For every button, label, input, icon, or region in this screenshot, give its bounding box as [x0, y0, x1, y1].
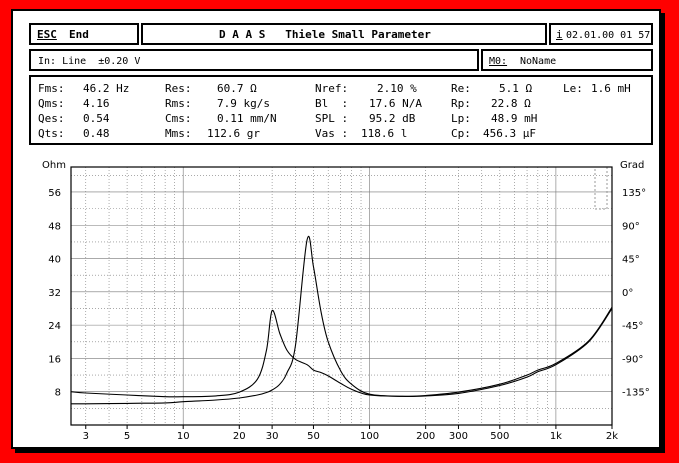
x-tick-labels: 3 5 10 20 30 50 100 200 300 500 1k 2k — [83, 425, 618, 442]
param-value: 0.48 — [83, 127, 110, 140]
datetime: 02.01.00 01 57 — [566, 30, 651, 41]
param-label: Mms: — [165, 127, 192, 140]
y-right-tick-label: 0° — [622, 288, 633, 299]
y-right-tick-label: -135° — [622, 388, 650, 399]
param-label: Qts: — [38, 127, 65, 140]
right-axis-label: Grad — [620, 160, 644, 171]
param-value: 7.9 kg/s — [217, 97, 270, 110]
esc-key[interactable]: ESC — [37, 28, 57, 41]
y-tick-label: 40 — [48, 255, 61, 266]
param-value: 118.6 l — [361, 127, 408, 140]
y-tick-labels: 56 48 40 32 24 16 8 — [48, 188, 61, 399]
impedance-curves — [70, 236, 613, 405]
impedance-curve-2 — [70, 306, 613, 398]
legend-marker — [594, 166, 608, 210]
impedance-curve-1 — [71, 236, 613, 405]
title-box: D A A S Thiele Small Parameter — [141, 23, 547, 45]
param-value: 95.2 dB — [369, 112, 416, 125]
param-label: Lp: — [451, 112, 471, 125]
y-right-tick-label: -45° — [622, 321, 643, 332]
y-right-tick-label: 135° — [622, 188, 646, 199]
param-label: Re: — [451, 82, 471, 95]
param-value: 5.1 Ω — [499, 82, 533, 95]
param-value: 2.10 % — [377, 82, 417, 95]
param-label: SPL : — [315, 112, 349, 125]
end-label[interactable]: End — [69, 28, 89, 41]
param-label: Qms: — [38, 97, 65, 110]
param-value: 46.2 Hz — [83, 82, 130, 95]
param-value: 60.7 Ω — [217, 82, 257, 95]
input-status-box: In: Line ±0.20 V — [29, 49, 479, 71]
page-title: D A A S Thiele Small Parameter — [219, 28, 431, 41]
x-tick-label: 10 — [177, 431, 190, 442]
param-value: 48.9 mH — [491, 112, 538, 125]
y-right-tick-label: 90° — [622, 221, 640, 232]
y-tick-label: 32 — [48, 288, 61, 299]
param-label: Bl : — [315, 97, 349, 110]
param-label: Nref: — [315, 82, 349, 95]
y-right-tick-label: 45° — [622, 255, 640, 266]
param-label: Fms: — [38, 82, 65, 95]
param-value: 0.11 mm/N — [217, 112, 277, 125]
info-key[interactable]: i — [556, 28, 563, 41]
x-tick-label: 100 — [360, 431, 379, 442]
param-label: Rms: — [165, 97, 192, 110]
x-tick-label: 3 — [83, 431, 89, 442]
param-value: 0.54 — [83, 112, 110, 125]
y-tick-label: 48 — [48, 221, 61, 232]
param-value: 4.16 — [83, 97, 110, 110]
parameter-panel: Fms: 46.2 Hz Qms: 4.16 Qes: 0.54 Qts: 0.… — [29, 75, 653, 145]
x-tick-label: 30 — [266, 431, 279, 442]
chart-grid — [71, 167, 613, 425]
x-tick-label: 20 — [233, 431, 246, 442]
param-label: Rp: — [451, 97, 471, 110]
y-right-tick-labels: 135° 90° 45° 0° -45° -90° -135° — [622, 188, 650, 399]
x-tick-label: 1k — [550, 431, 562, 442]
param-label: Qes: — [38, 112, 65, 125]
x-tick-label: 2k — [606, 431, 618, 442]
param-value: 22.8 Ω — [491, 97, 531, 110]
y-right-tick-label: -90° — [622, 354, 643, 365]
left-axis-label: Ohm — [42, 160, 66, 171]
x-tick-label: 50 — [307, 431, 320, 442]
input-status: In: Line ±0.20 V — [38, 56, 141, 67]
param-value: 1.6 mH — [591, 82, 631, 95]
y-tick-label: 24 — [48, 321, 61, 332]
x-tick-label: 500 — [490, 431, 509, 442]
x-tick-label: 5 — [124, 431, 130, 442]
param-label: Le: — [563, 82, 583, 95]
x-tick-label: 200 — [416, 431, 435, 442]
memory-name: NoName — [520, 56, 557, 67]
memory-box[interactable]: M0: NoName — [481, 49, 653, 71]
param-value: 17.6 N/A — [369, 97, 422, 110]
x-tick-label: 300 — [449, 431, 468, 442]
plot-border — [70, 166, 613, 426]
daas-window: ESC End D A A S Thiele Small Parameter i… — [11, 9, 661, 449]
param-label: Cp: — [451, 127, 471, 140]
datetime-box[interactable]: i 02.01.00 01 57 — [549, 23, 653, 45]
param-value: 456.3 µF — [483, 127, 536, 140]
y-tick-label: 56 — [48, 188, 61, 199]
esc-end-box[interactable]: ESC End — [29, 23, 139, 45]
y-tick-label: 16 — [48, 354, 61, 365]
param-label: Cms: — [165, 112, 192, 125]
param-value: 112.6 gr — [207, 127, 260, 140]
y-tick-label: 8 — [55, 388, 61, 399]
param-label: Vas : — [315, 127, 349, 140]
memory-key[interactable]: M0: — [489, 56, 508, 67]
impedance-chart: Ohm Grad 56 48 40 32 24 16 8 135° 90° 45° 0° -45° -… — [42, 160, 650, 442]
param-label: Res: — [165, 82, 192, 95]
